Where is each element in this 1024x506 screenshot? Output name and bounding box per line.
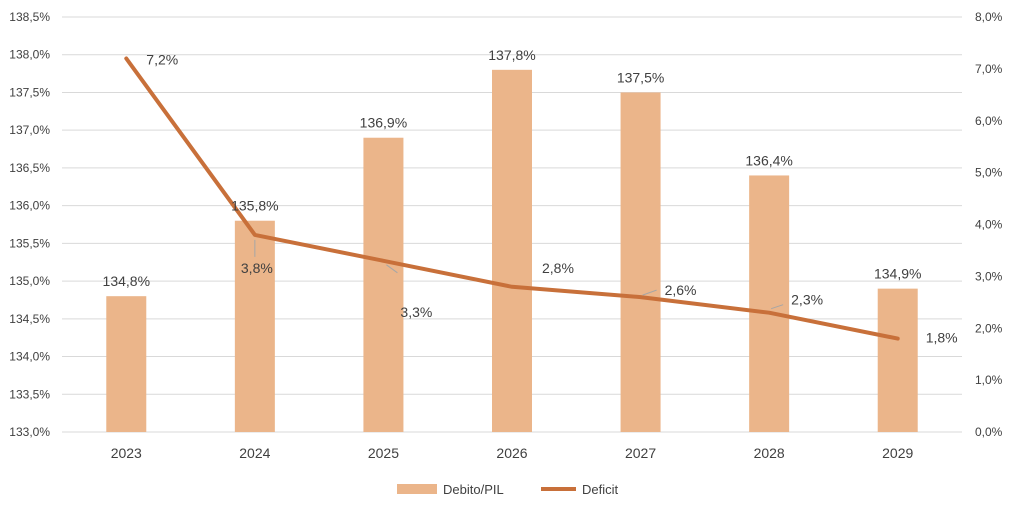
x-tick-label: 2029 xyxy=(882,445,913,461)
bar-debito-pil xyxy=(492,69,532,433)
legend-label-debito-pil: Debito/PIL xyxy=(443,482,504,497)
line-data-label: 2,6% xyxy=(665,282,697,298)
bar-series xyxy=(106,69,918,433)
bar-debito-pil xyxy=(749,175,790,433)
bar-data-label: 135,8% xyxy=(231,198,278,214)
y-right-tick-label: 8,0% xyxy=(975,10,1003,24)
bar-debito-pil xyxy=(106,296,147,432)
bar-data-label: 134,8% xyxy=(103,273,150,289)
y-left-tick-label: 136,0% xyxy=(9,199,50,213)
bar-debito-pil xyxy=(877,288,918,432)
data-label-leader-line xyxy=(770,304,784,310)
bar-data-label: 136,4% xyxy=(745,152,792,168)
line-data-label: 2,3% xyxy=(791,292,823,308)
bar-data-label: 136,9% xyxy=(360,115,407,131)
bar-debito-pil xyxy=(363,137,404,432)
x-tick-label: 2023 xyxy=(111,445,142,461)
y-left-tick-label: 138,5% xyxy=(9,10,50,24)
y-right-tick-label: 3,0% xyxy=(975,269,1003,283)
x-tick-label: 2025 xyxy=(368,445,399,461)
y-left-tick-label: 134,5% xyxy=(9,312,50,326)
line-series xyxy=(124,56,900,341)
y-left-tick-label: 133,5% xyxy=(9,387,50,401)
bar-data-label: 134,9% xyxy=(874,266,921,282)
x-tick-label: 2024 xyxy=(239,445,270,461)
deficit-line xyxy=(124,56,900,341)
y-left-tick-label: 133,0% xyxy=(9,425,50,439)
y-left-tick-label: 134,0% xyxy=(9,350,50,364)
line-data-label: 3,3% xyxy=(400,304,432,320)
line-data-label: 1,8% xyxy=(926,330,958,346)
y-right-tick-label: 6,0% xyxy=(975,114,1003,128)
line-data-label: 7,2% xyxy=(146,52,178,68)
axes: 133,0% 133,5% 134,0% 134,5% 135,0% 135,5% 136,… xyxy=(9,10,1002,461)
y-left-tick-label: 137,0% xyxy=(9,123,50,137)
legend-swatch-debito-pil xyxy=(397,484,437,494)
data-label-leader-line xyxy=(386,264,398,274)
line-data-label: 2,8% xyxy=(542,260,574,276)
legend-label-deficit: Deficit xyxy=(582,482,619,497)
y-left-tick-label: 137,5% xyxy=(9,85,50,99)
bar-debito-pil xyxy=(620,92,661,433)
x-tick-label: 2027 xyxy=(625,445,656,461)
bar-data-label: 137,5% xyxy=(617,69,664,85)
y-right-tick-label: 7,0% xyxy=(975,62,1003,76)
x-tick-label: 2028 xyxy=(754,445,785,461)
y-right-tick-label: 5,0% xyxy=(975,166,1003,180)
bar-data-label: 137,8% xyxy=(488,47,535,63)
data-labels: 134,8% 135,8% 136,9% 137,8% 137,5% 136,4% 134,… xyxy=(103,47,958,346)
y-left-tick-label: 138,0% xyxy=(9,48,50,62)
y-right-tick-label: 0,0% xyxy=(975,425,1003,439)
y-left-tick-label: 136,5% xyxy=(9,161,50,175)
legend: Debito/PIL Deficit xyxy=(397,482,619,497)
y-right-tick-label: 2,0% xyxy=(975,321,1003,335)
line-data-label: 3,8% xyxy=(241,260,273,276)
y-right-tick-label: 4,0% xyxy=(975,218,1003,232)
y-right-tick-label: 1,0% xyxy=(975,373,1003,387)
x-tick-label: 2026 xyxy=(496,445,527,461)
y-left-tick-label: 135,0% xyxy=(9,274,50,288)
data-label-leader-line xyxy=(642,289,657,296)
y-left-tick-label: 135,5% xyxy=(9,236,50,250)
